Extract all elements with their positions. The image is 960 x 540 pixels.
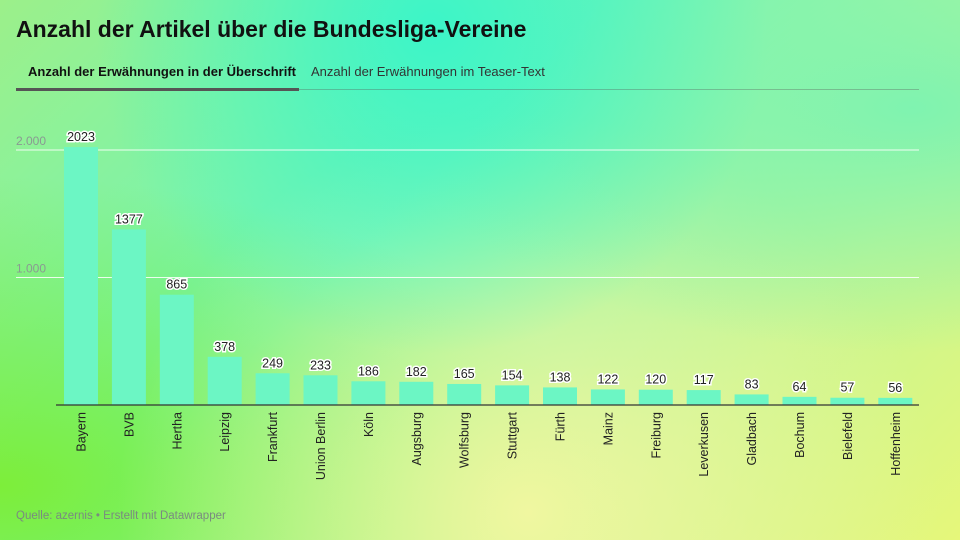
bar bbox=[878, 397, 913, 405]
bar bbox=[64, 147, 98, 405]
bar bbox=[734, 394, 769, 405]
data-label: 83 bbox=[745, 377, 759, 391]
tabs-divider bbox=[16, 89, 919, 90]
x-tick-label: Mainz bbox=[601, 412, 615, 445]
y-tick-label: 1.000 bbox=[16, 262, 46, 276]
x-tick-label: Union Berlin bbox=[314, 412, 328, 480]
data-label: 154 bbox=[502, 368, 523, 382]
x-tick-label: Freiburg bbox=[649, 412, 663, 459]
bar bbox=[830, 397, 865, 405]
data-label: 57 bbox=[840, 381, 854, 395]
data-label: 165 bbox=[454, 367, 475, 381]
x-tick-label: Köln bbox=[362, 412, 376, 437]
bar bbox=[255, 373, 290, 405]
x-tick-label: Gladbach bbox=[745, 412, 759, 466]
x-tick-label: Stuttgart bbox=[506, 411, 520, 459]
data-label: 120 bbox=[645, 373, 666, 387]
data-label: 64 bbox=[793, 380, 807, 394]
data-label: 56 bbox=[888, 381, 902, 395]
bar bbox=[399, 381, 434, 405]
x-tick-label: Leverkusen bbox=[697, 412, 711, 477]
y-tick-label: 2.000 bbox=[16, 134, 46, 148]
bar bbox=[111, 229, 146, 405]
bar bbox=[207, 356, 242, 405]
bar bbox=[782, 396, 817, 405]
x-tick-label: Bielefeld bbox=[841, 412, 855, 460]
data-label: 2023 bbox=[67, 130, 95, 144]
data-label: 122 bbox=[597, 372, 618, 386]
chart-title: Anzahl der Artikel über die Bundesliga-V… bbox=[16, 16, 527, 42]
bar bbox=[447, 383, 482, 405]
data-label: 138 bbox=[550, 370, 571, 384]
data-label: 249 bbox=[262, 356, 283, 370]
bar bbox=[686, 390, 721, 405]
x-tick-label: Bayern bbox=[75, 412, 89, 452]
data-label: 865 bbox=[166, 278, 187, 292]
tab-headline-mentions[interactable]: Anzahl der Erwähnungen in der Überschrif… bbox=[28, 64, 296, 79]
bar bbox=[543, 387, 577, 405]
bar bbox=[495, 385, 530, 405]
data-label: 378 bbox=[214, 340, 235, 354]
x-tick-label: Fürth bbox=[554, 412, 568, 441]
x-tick-label: Hoffenheim bbox=[889, 412, 903, 476]
x-tick-label: Hertha bbox=[170, 412, 184, 450]
data-label: 233 bbox=[310, 358, 331, 372]
tab-teaser-mentions[interactable]: Anzahl der Erwähnungen im Teaser-Text bbox=[311, 64, 545, 79]
x-tick-label: Bochum bbox=[793, 412, 807, 458]
bar bbox=[590, 389, 625, 405]
tab-bar: Anzahl der Erwähnungen in der Überschrif… bbox=[16, 60, 919, 91]
data-label: 186 bbox=[358, 364, 379, 378]
data-label: 182 bbox=[406, 365, 427, 379]
x-tick-label: BVB bbox=[122, 412, 136, 437]
data-label: 117 bbox=[694, 373, 714, 387]
x-tick-label: Wolfsburg bbox=[458, 412, 472, 468]
data-label: 1377 bbox=[115, 212, 143, 226]
bar bbox=[638, 389, 673, 405]
x-tick-label: Frankfurt bbox=[266, 411, 280, 462]
active-tab-indicator bbox=[16, 88, 299, 91]
bar bbox=[303, 375, 338, 405]
bar bbox=[351, 381, 386, 405]
x-tick-label: Leipzig bbox=[218, 412, 232, 452]
source-note: Quelle: azernis • Erstellt mit Datawrapp… bbox=[16, 510, 226, 522]
x-tick-label: Augsburg bbox=[410, 412, 424, 466]
bar bbox=[159, 294, 194, 405]
